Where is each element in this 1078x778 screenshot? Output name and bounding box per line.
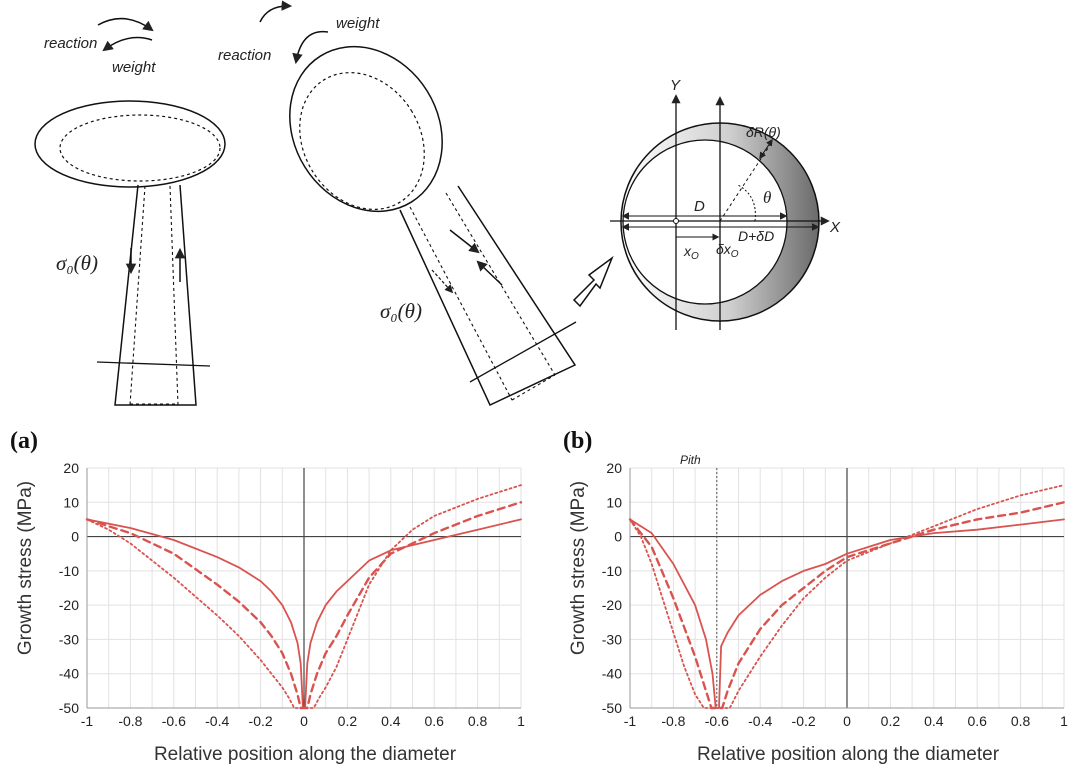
cross-section-diagram: Y X D D+δD xO δxO θ δR(θ) (610, 77, 841, 330)
series-line-dotted (86, 484, 522, 709)
dr-label: δR(θ) (746, 124, 781, 140)
y-tick-label: 10 (63, 494, 79, 510)
x-tick-label: -0.6 (162, 713, 186, 729)
d-label: D (694, 198, 705, 215)
theta-arc (737, 184, 756, 222)
x-tick-label: 0 (843, 713, 851, 729)
tree1-crown (34, 100, 226, 188)
theta-label: θ (763, 188, 771, 207)
x-tick-label: -0.4 (748, 713, 772, 729)
x-tick-label: 0.8 (1011, 713, 1031, 729)
chart-a-ylabel: Growth stress (MPa) (15, 481, 36, 655)
tree1-trunk-inner (129, 185, 179, 406)
tree-tilted: reaction weight σ₀(θ) (218, 0, 577, 407)
x-tick-label: -0.8 (118, 713, 142, 729)
y-axis-label: Y (670, 77, 681, 94)
panel-a-label: (a) (10, 428, 38, 454)
block-arrow (572, 255, 614, 308)
y-tick-label: -30 (59, 631, 79, 647)
tree2-reaction-label: reaction (218, 47, 271, 64)
x-tick-label: 0.2 (881, 713, 901, 729)
x-tick-label: 0.4 (924, 713, 944, 729)
y-tick-label: 20 (606, 460, 622, 476)
tree2-crown-inner (299, 72, 425, 210)
y-tick-label: -20 (59, 597, 79, 613)
series-line-dashed (85, 501, 523, 710)
dxo-label: δxO (716, 241, 739, 260)
tree1-stress-label: σ₀(θ) (56, 251, 98, 275)
tree2-arrow-lower (476, 260, 503, 286)
tree-upright: reaction weight σ₀(θ) (34, 17, 226, 406)
y-tick-label: -20 (602, 597, 622, 613)
tree2-crown (289, 45, 443, 213)
y-tick-label: 10 (606, 494, 622, 510)
tree1-weight-label: weight (112, 59, 156, 76)
x-tick-label: 0.2 (338, 713, 358, 729)
dr-arrow (759, 138, 773, 160)
x-axis-label: X (829, 219, 841, 236)
tree1-crown-inner (59, 114, 221, 182)
y-tick-label: 0 (71, 529, 79, 545)
y-tick-label: 0 (614, 529, 622, 545)
tree1-trunk (114, 184, 197, 406)
xo-label: xO (683, 243, 699, 262)
tree2-section-line (469, 321, 577, 383)
x-tick-label: -0.8 (661, 713, 685, 729)
x-tick-label: 0.4 (381, 713, 401, 729)
y-tick-label: -10 (59, 563, 79, 579)
x-tick-label: -0.6 (705, 713, 729, 729)
tree2-weight-label: weight (336, 15, 380, 32)
x-tick-label: -0.4 (205, 713, 229, 729)
x-tick-label: -1 (624, 713, 637, 729)
x-tick-label: 1 (517, 713, 525, 729)
y-tick-label: -10 (602, 563, 622, 579)
series-line-dotted (629, 484, 1065, 709)
chart-panel-b: (b) Growth stress (MPa) Relative positio… (563, 428, 1068, 765)
x-tick-label: -0.2 (249, 713, 273, 729)
chart-b-xlabel: Relative position along the diameter (697, 744, 1000, 765)
y-tick-label: -40 (59, 666, 79, 682)
tree1-section-line (96, 361, 211, 367)
series-line-dashed (628, 501, 1066, 710)
inner-circle (622, 139, 788, 305)
panel-b-label: (b) (563, 428, 592, 454)
tree1-reaction-arrow (97, 17, 154, 32)
tree2-arrow-small (431, 269, 454, 294)
x-tick-label: 0.6 (424, 713, 444, 729)
tree1-weight-arrow (102, 36, 153, 52)
x-tick-label: -0.2 (792, 713, 816, 729)
pith-point (673, 218, 679, 224)
tree2-stress-label: σ₀(θ) (380, 299, 422, 323)
y-tick-label: -50 (602, 700, 622, 716)
tree2-trunk (399, 185, 577, 407)
tree2-reaction-arrow (259, 0, 293, 23)
pith-label: Pith (680, 453, 701, 467)
tree1-reaction-label: reaction (44, 35, 97, 52)
x-tick-label: 1 (1060, 713, 1068, 729)
y-tick-label: -40 (602, 666, 622, 682)
tree2-weight-arrow (292, 30, 329, 65)
x-tick-label: -1 (81, 713, 94, 729)
chart-a-xlabel: Relative position along the diameter (154, 744, 457, 765)
x-tick-label: 0.6 (967, 713, 987, 729)
x-tick-label: 0 (300, 713, 308, 729)
tree2-arrow-upper (449, 229, 480, 254)
d-plus-label: D+δD (738, 228, 774, 244)
y-tick-label: 20 (63, 460, 79, 476)
chart-b-ylabel: Growth stress (MPa) (568, 481, 589, 655)
y-tick-label: -50 (59, 700, 79, 716)
y-tick-label: -30 (602, 631, 622, 647)
x-tick-label: 0.8 (468, 713, 488, 729)
chart-panel-a: (a) Growth stress (MPa) Relative positio… (10, 428, 525, 765)
